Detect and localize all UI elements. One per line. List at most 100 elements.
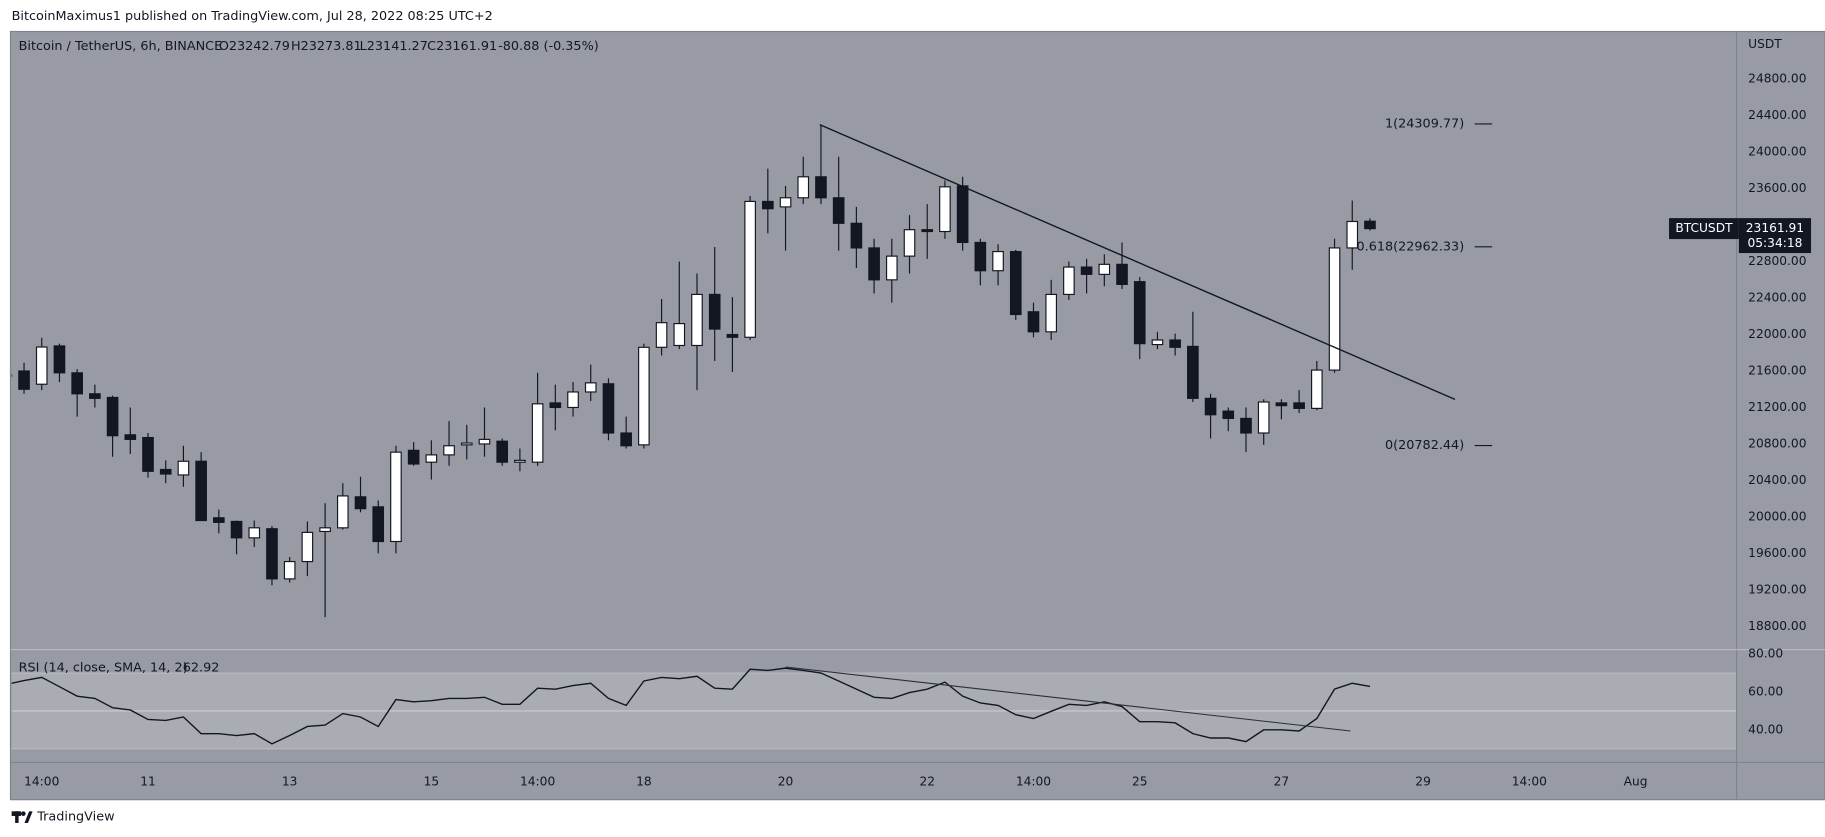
candle-body	[18, 370, 30, 390]
candle-body	[815, 176, 827, 199]
y-tick-label: 24800.00	[1748, 72, 1806, 86]
candle-body	[1293, 402, 1305, 409]
ohlc-close: C23161.91	[427, 39, 497, 54]
candle-body	[1346, 220, 1359, 249]
candle-body	[248, 527, 261, 539]
rsi-trendline	[785, 666, 1351, 732]
fib-label: 0(20782.44)	[1385, 438, 1464, 453]
candle-body	[584, 382, 597, 393]
candle-body	[939, 186, 951, 233]
candle-body	[71, 372, 83, 395]
candle-body	[549, 402, 562, 409]
y-tick-label: 24000.00	[1748, 145, 1806, 159]
rsi-plot	[11, 666, 1371, 745]
published-note: BitcoinMaximus1 published on TradingView…	[12, 9, 493, 24]
countdown-text: 05:34:18	[1748, 236, 1803, 250]
tradingview-logo	[11, 811, 33, 823]
rsi-pane	[11, 672, 1737, 750]
candle-body	[903, 229, 916, 257]
x-tick-label: 14:00	[1512, 775, 1547, 789]
candle-body	[797, 176, 810, 199]
candle-body	[1133, 281, 1146, 345]
candle-body	[673, 323, 686, 347]
price-trendline	[819, 124, 1456, 401]
ohlc-change: -80.88 (-0.35%)	[498, 39, 599, 54]
candle-body	[230, 520, 243, 539]
candle-body	[425, 454, 438, 463]
candle-body	[921, 229, 934, 233]
y-tick-label: 23600.00	[1748, 181, 1806, 195]
ohlc-low: L23141.27	[360, 39, 428, 54]
candle-body	[620, 432, 632, 447]
y-tick-label: 20800.00	[1748, 436, 1806, 450]
rsi-tick-label: 60.00	[1748, 684, 1783, 698]
candle-body	[283, 560, 296, 580]
candle-body	[1311, 369, 1323, 409]
candle-body	[762, 200, 774, 210]
ohlc-high: H23273.81	[291, 39, 362, 54]
candle-body	[89, 393, 101, 399]
chart-title: Bitcoin / TetherUS, 6h, BINANCE	[19, 39, 223, 54]
price-pane	[11, 124, 1456, 618]
candle-body	[53, 345, 66, 374]
y-tick-label: 20400.00	[1748, 473, 1806, 487]
candle-body	[1222, 410, 1235, 419]
candle-body	[744, 200, 756, 338]
candle-body	[460, 442, 473, 446]
candle-body	[1151, 339, 1164, 346]
candle-body	[1204, 397, 1217, 416]
candle-body	[1275, 402, 1288, 407]
candle-body	[354, 496, 367, 510]
candle-body	[992, 250, 1004, 272]
candle-body	[372, 506, 385, 543]
x-tick-label: Aug	[1624, 775, 1648, 789]
candle-body	[301, 531, 314, 563]
candle-body	[195, 460, 207, 522]
candle-body	[691, 293, 703, 347]
candle-body	[336, 495, 349, 529]
candle-body	[1116, 263, 1128, 285]
candle-body	[1187, 345, 1199, 399]
candle-body	[266, 528, 278, 580]
candle-body	[638, 346, 650, 446]
rsi-title: RSI (14, close, SMA, 14, 2)	[19, 661, 188, 676]
y-tick-label: 20000.00	[1748, 509, 1806, 523]
candle-body	[514, 459, 526, 463]
candle-body	[1098, 263, 1111, 275]
candle-body	[390, 451, 402, 543]
candle-body	[1045, 293, 1058, 333]
candle-body	[708, 293, 721, 330]
x-tick-label: 13	[282, 775, 298, 789]
x-tick-label: 14:00	[24, 775, 59, 789]
candle-body	[35, 346, 48, 385]
price-tag-text: 23161.91	[1746, 221, 1804, 235]
candle-body	[1240, 417, 1252, 434]
fib-label: 0.618(22962.33)	[1357, 239, 1465, 254]
candle-body	[106, 396, 119, 437]
candle-body	[850, 222, 863, 249]
candle-body	[726, 333, 739, 338]
candle-body	[177, 460, 190, 476]
symbol-tag-text: BTCUSDT	[1675, 221, 1733, 235]
x-tick-label: 22	[919, 775, 935, 789]
candle-body	[779, 197, 792, 208]
candle-body	[1080, 266, 1093, 275]
x-tick-label: 20	[778, 775, 794, 789]
rsi-tick-label: 40.00	[1748, 722, 1783, 736]
x-tick-label: 25	[1132, 775, 1148, 789]
candle-body	[1364, 220, 1376, 230]
candle-body	[655, 322, 668, 348]
symbol-tag	[1669, 218, 1739, 240]
candle-body	[1063, 266, 1075, 296]
y-tick-label: 22000.00	[1748, 327, 1806, 341]
candle-body	[496, 440, 509, 463]
y-axis-label: USDT	[1748, 37, 1782, 51]
fib-label: 1(24309.77)	[1385, 116, 1464, 131]
candle-body	[213, 517, 225, 523]
footer-brand: TradingView	[36, 810, 114, 825]
price-tag	[1738, 218, 1812, 254]
candle-body	[956, 185, 969, 244]
candle-body	[885, 255, 898, 281]
rsi-tick-label: 80.00	[1748, 647, 1783, 661]
candle-body	[1027, 311, 1040, 333]
